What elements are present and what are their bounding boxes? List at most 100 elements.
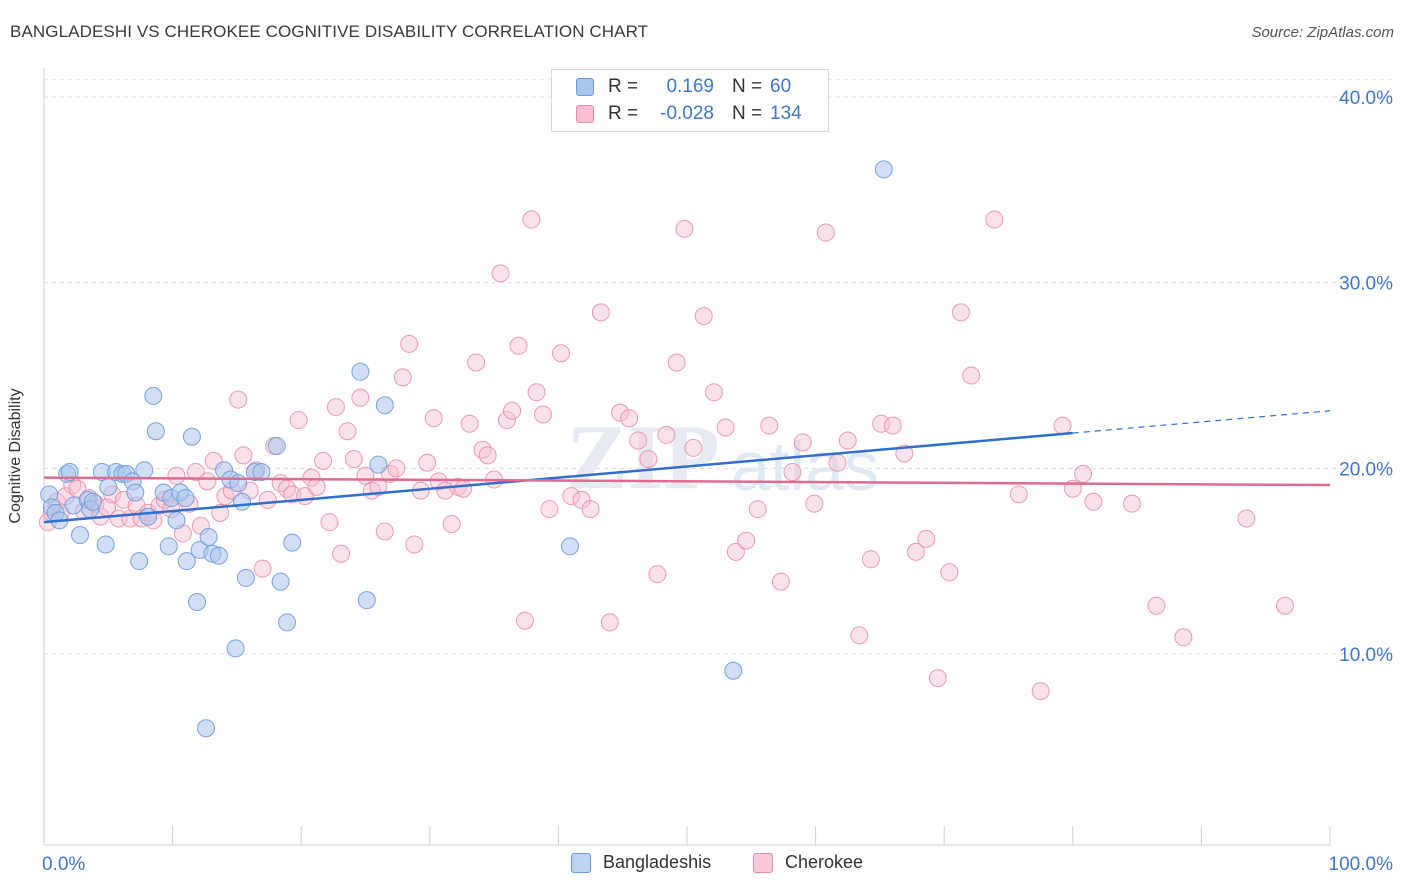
cherokee-point xyxy=(527,383,546,402)
watermark: ZIP atlas xyxy=(566,406,879,508)
x-tick-label: 0.0% xyxy=(42,854,85,875)
cherokee-point xyxy=(491,264,510,283)
cherokee-point xyxy=(600,613,619,632)
legend-item-cherokee[interactable]: Cherokee xyxy=(753,852,863,873)
cherokee-point xyxy=(320,513,339,532)
cherokee-point xyxy=(861,550,880,569)
bangladeshi-point xyxy=(159,537,178,556)
cherokee-point xyxy=(351,388,370,407)
cherokee-point xyxy=(906,542,925,561)
cherokee-point xyxy=(838,431,857,450)
cherokee-point xyxy=(1275,596,1294,615)
cherokee-point xyxy=(883,416,902,435)
tick-labels: 10.0% 20.0% 30.0% 40.0% 0.0% 100.0% xyxy=(42,88,1393,875)
bangladeshi-trend-extension xyxy=(1072,410,1331,434)
cherokee-point xyxy=(1237,509,1256,528)
cherokee-point xyxy=(332,544,351,563)
cherokee-point xyxy=(387,459,406,478)
n-value: 60 xyxy=(770,76,792,97)
cherokee-point xyxy=(302,468,321,487)
cherokee-point xyxy=(648,565,667,584)
legend-item-bangladeshis[interactable]: Bangladeshis xyxy=(571,852,711,873)
cherokee-point xyxy=(684,438,703,457)
trend-lines xyxy=(43,410,1331,524)
x-tick-label: 100.0% xyxy=(1329,854,1394,875)
cherokee-point xyxy=(326,398,345,417)
cherokee-point xyxy=(229,390,248,409)
cherokee-point xyxy=(1074,464,1093,483)
bangladeshi-point xyxy=(267,437,286,456)
bangladeshi-point xyxy=(375,396,394,415)
cherokee-point xyxy=(405,535,424,554)
cherokee-point xyxy=(509,336,528,355)
cherokee-point xyxy=(611,403,630,422)
bangladeshi-point xyxy=(83,492,102,511)
cherokee-point xyxy=(473,440,492,459)
r-value: -0.028 xyxy=(660,103,714,124)
cherokee-point xyxy=(454,479,473,498)
cherokee-point xyxy=(705,383,724,402)
cherokee-point xyxy=(338,422,357,441)
bangladeshi-point xyxy=(278,613,297,632)
bangladeshi-point xyxy=(233,492,252,511)
bangladeshi-point xyxy=(369,455,388,474)
cherokee-point xyxy=(503,401,522,420)
cherokee-point xyxy=(478,446,497,465)
cherokee-point xyxy=(344,450,363,469)
cherokee-point xyxy=(572,490,591,509)
cherokee-point xyxy=(424,409,443,428)
r-label: R = xyxy=(608,103,639,124)
cherokee-point xyxy=(467,353,486,372)
y-tick-label: 10.0% xyxy=(1339,645,1393,666)
cherokee-point xyxy=(1031,682,1050,701)
bangladeshi-point xyxy=(357,591,376,610)
cherokee-point xyxy=(872,414,891,433)
n-value: 134 xyxy=(770,103,802,124)
cherokee-point xyxy=(816,223,835,242)
bangladeshi-point xyxy=(560,537,579,556)
cherokee-point xyxy=(258,490,277,509)
cherokee-point xyxy=(917,529,936,548)
cherokee-point xyxy=(460,414,479,433)
legend-label-bangladeshis: Bangladeshis xyxy=(603,852,712,872)
cherokee-point xyxy=(675,219,694,238)
bangladeshi-point xyxy=(236,568,255,587)
bangladeshi-point xyxy=(182,427,201,446)
bangladeshi-point xyxy=(139,507,158,526)
axes xyxy=(43,68,1331,846)
cherokee-point xyxy=(805,494,824,513)
y-tick-label: 20.0% xyxy=(1339,459,1393,480)
source-credit: Source: ZipAtlas.com xyxy=(1251,24,1394,41)
cherokee-point xyxy=(1053,416,1072,435)
watermark-zip: ZIP xyxy=(566,406,719,508)
bangladeshi-point xyxy=(724,661,743,680)
cherokee-point xyxy=(850,626,869,645)
bangladeshi-point xyxy=(188,593,207,612)
bangladeshi-point xyxy=(252,463,271,482)
cherokee-point xyxy=(940,563,959,582)
cherokee-point xyxy=(737,531,756,550)
cherokee-point xyxy=(771,572,790,591)
cherokee-point xyxy=(1147,596,1166,615)
bangladeshi-point xyxy=(144,386,163,405)
bangladeshi-point xyxy=(99,477,118,496)
y-tick-label: 40.0% xyxy=(1339,88,1393,109)
bangladeshi-point xyxy=(130,552,149,571)
cherokee-point xyxy=(1009,485,1028,504)
cherokee-point xyxy=(581,500,600,519)
r-label: R = xyxy=(608,76,639,97)
cherokee-point xyxy=(1084,492,1103,511)
cherokee-point xyxy=(562,487,581,506)
bangladeshi-point xyxy=(126,483,145,502)
y-tick-label: 30.0% xyxy=(1339,274,1393,295)
cherokee-point xyxy=(591,303,610,322)
cherokee-point xyxy=(828,453,847,472)
cherokee-point xyxy=(375,522,394,541)
cherokee-point xyxy=(533,405,552,424)
grid-lines xyxy=(44,78,1394,655)
cherokee-point xyxy=(515,611,534,630)
legend-label-cherokee: Cherokee xyxy=(785,852,864,872)
n-label: N = xyxy=(732,103,763,124)
cherokee-point xyxy=(629,431,648,450)
